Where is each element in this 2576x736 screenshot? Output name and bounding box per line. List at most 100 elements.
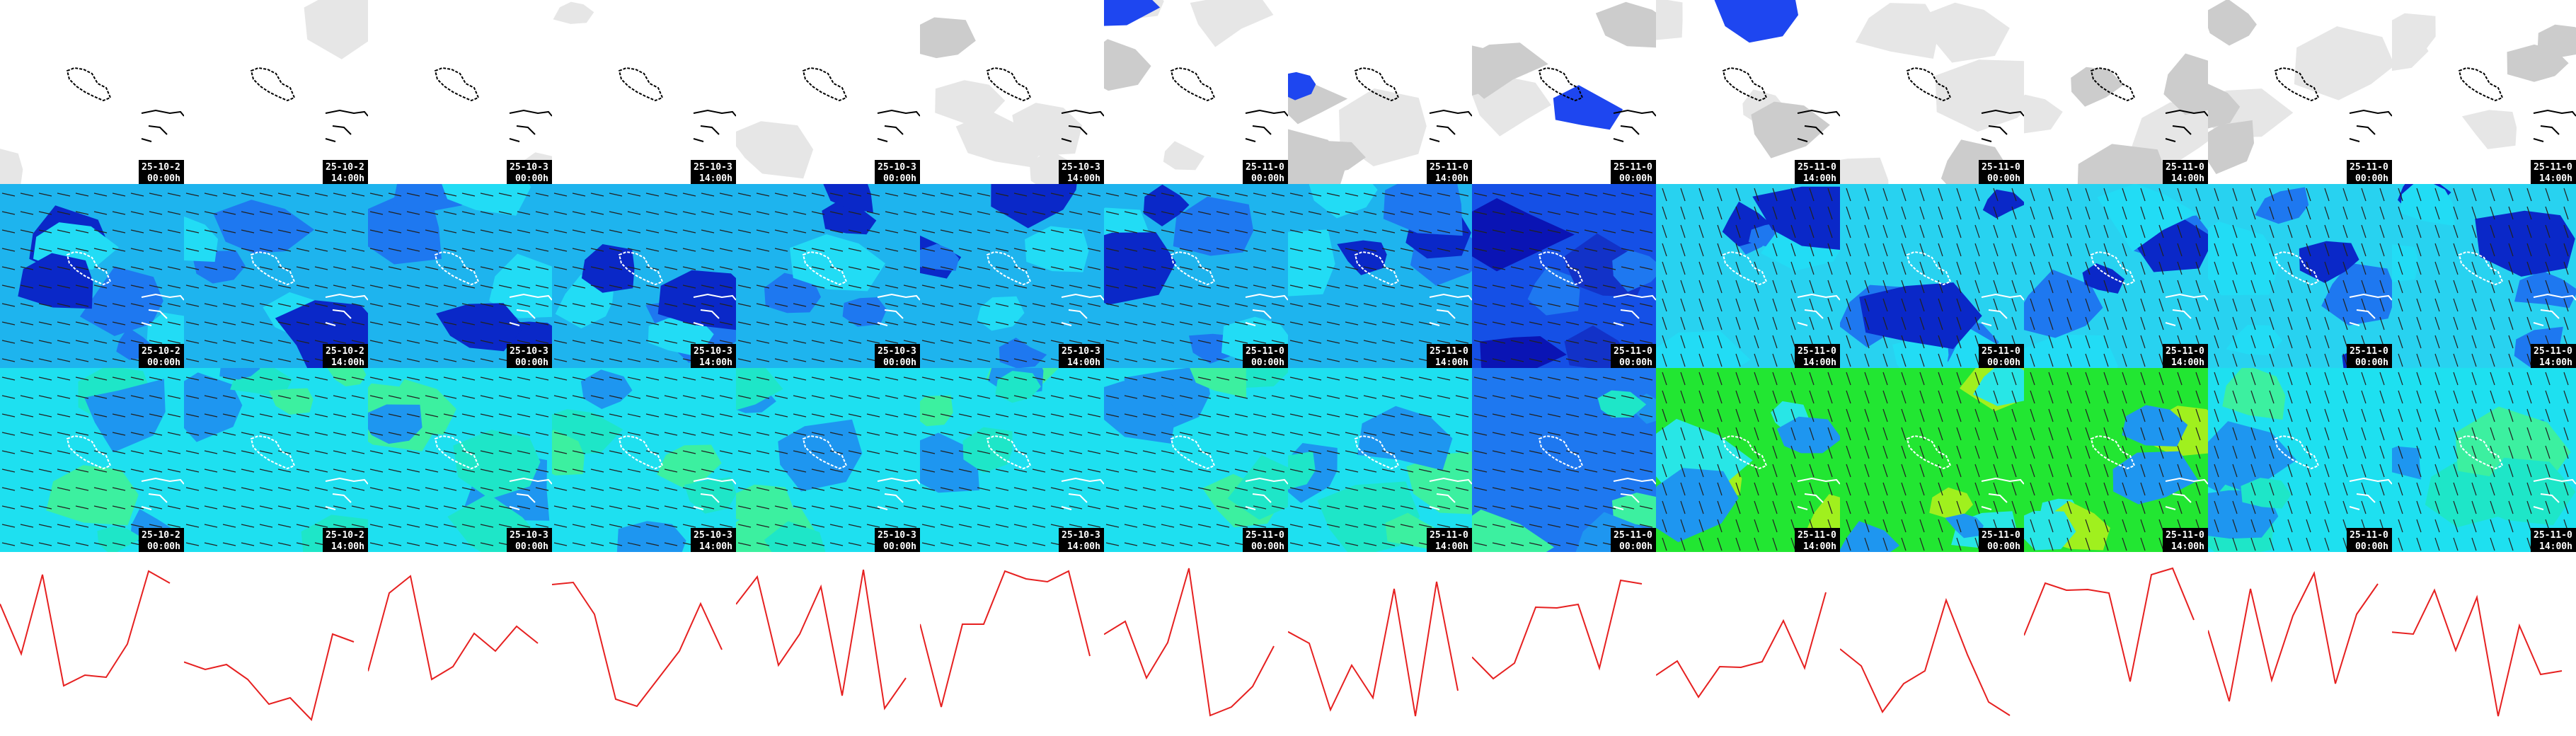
wind-barb [1809,243,1815,257]
wind-barb [572,284,586,289]
wind-barb [517,505,531,510]
wind-barb [406,376,420,381]
wind-barb [425,395,439,399]
wind-barb [903,487,917,491]
wind-barb [1735,261,1741,275]
map-field [2208,421,2297,498]
wind-barb [1345,284,1359,289]
wind-barb [737,450,752,454]
wind-barb [1993,206,1999,220]
wind-barb [112,376,126,381]
wind-barb [664,340,678,344]
wind-barb [461,376,476,381]
wind-barb [2122,390,2127,404]
wind-barb [241,266,255,270]
wind-barb [1735,224,1741,238]
wind-barb [1956,445,1962,459]
wind-barb [1529,395,1543,399]
wind-barb [2526,445,2532,459]
wind-barb [793,284,807,289]
wind-barb [498,450,512,454]
map-field [219,368,260,380]
wind-barb [535,413,549,418]
wind-barb [1956,372,1962,386]
wind-barb [2416,464,2422,478]
wind-barb [112,192,126,197]
coastline [1245,109,1288,142]
map-field [1929,487,1973,519]
wind-barb [2140,519,2146,533]
wind-barb [369,211,384,215]
wind-barb [1289,340,1304,344]
wind-barb [1271,450,1285,454]
wind-barb [1,376,16,381]
wind-barb [2011,206,2017,220]
wind-barb [1400,542,1414,546]
wind-barb [1510,284,1524,289]
wind-barb [1289,266,1304,270]
wind-barb [388,303,402,307]
wind-barb [130,376,144,381]
wind-barb [609,303,623,307]
wind-barb [1271,248,1285,252]
wind-barb [2416,188,2422,202]
wind-barb [2361,500,2367,514]
wind-barb [130,266,144,270]
wind-barb [241,505,255,510]
wind-barb [1179,284,1193,289]
coastline [2533,293,2576,326]
wind-barb [1473,468,1488,473]
wind-barb [1846,537,1851,551]
wind-barb [1717,537,1723,551]
wind-barb [1142,450,1156,454]
wind-barb [2048,261,2054,275]
wind-barb [1846,482,1851,496]
wind-barb [1473,505,1488,510]
wind-barb [1662,316,1667,330]
wind-barb [940,266,954,270]
wind-barb [1363,542,1377,546]
wind-barb [1790,206,1796,220]
wind-barb [793,413,807,418]
wind-barb [2103,316,2109,330]
wind-barb [1308,321,1322,326]
wind-barb [1437,505,1451,510]
wind-barb [2508,427,2514,441]
wind-barb [903,303,917,307]
wind-barb [167,487,181,491]
map-field [2024,269,2103,338]
wind-barb [1790,224,1796,238]
wind-barb [1510,211,1524,215]
wind-barb [277,468,292,473]
wind-barb [2214,353,2219,367]
wind-barb [1698,316,1704,330]
wind-barb [1345,524,1359,528]
wind-barb [1087,321,1101,326]
wind-barb [572,321,586,326]
wind-barb [1492,432,1506,436]
wind-barb [1698,390,1704,404]
wind-barb [1882,372,1888,386]
wind-barb [388,192,402,197]
wind-barb [2085,519,2091,533]
wind-barb [1087,192,1101,197]
wind-barb [1864,188,1870,202]
wind-barb [2490,372,2495,386]
wind-barb [2048,316,2054,330]
wind-barb [1827,408,1833,422]
wind-barb [1809,280,1815,294]
wind-barb [553,248,568,252]
wind-barb [167,524,181,528]
wind-barb [2416,243,2422,257]
wind-barb [1308,229,1322,234]
wind-barb [553,376,568,381]
wind-barb [1790,427,1796,441]
wind-barb [1882,206,1888,220]
wind-barb [1289,321,1304,326]
wind-barb [241,340,255,344]
wind-barb [2011,500,2017,514]
wind-barb [2030,316,2035,330]
wind-barb [2471,372,2477,386]
wind-barb [1142,266,1156,270]
wind-barb [1142,192,1156,197]
